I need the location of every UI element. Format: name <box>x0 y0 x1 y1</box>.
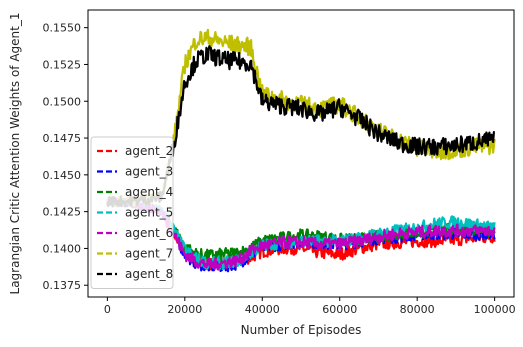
y-tick-label: 0.1375 <box>43 279 82 292</box>
y-tick-label: 0.1475 <box>43 132 82 145</box>
legend: agent_2 agent_3 agent_4 agent_5 agent_6agent… <box>90 136 174 289</box>
legend-label-agent_2: agent_2 <box>125 144 173 158</box>
y-axis-label: Lagrangian Critic Attention Weights of A… <box>8 13 22 295</box>
legend-label-agent_8: agent_8 <box>125 267 173 281</box>
y-tick-label: 0.1450 <box>43 169 82 182</box>
legend-label-agent_5: agent_5 <box>125 206 173 220</box>
plot-frame <box>87 9 515 298</box>
x-tick-label: 0 <box>104 303 111 316</box>
legend-label-agent_3: agent_3 <box>125 165 173 179</box>
x-tick-label: 40000 <box>245 303 280 316</box>
x-tick-label: 60000 <box>322 303 357 316</box>
y-tick-label: 0.1525 <box>43 58 82 71</box>
legend-box <box>90 136 174 289</box>
y-tick-label: 0.1500 <box>43 95 82 108</box>
y-tick-label: 0.1425 <box>43 206 82 219</box>
y-tick-label: 0.1550 <box>43 22 82 35</box>
y-tick-label: 0.1400 <box>43 242 82 255</box>
x-tick-label: 80000 <box>400 303 435 316</box>
axis-layer: 0 20000 40000 60000 80000 100000 0.1375 0.1400 0… <box>43 22 516 316</box>
legend-label-agent_4: agent_4 <box>125 185 173 199</box>
x-tick-label: 20000 <box>167 303 202 316</box>
legend-label-agent_7: agent_7 <box>125 247 173 261</box>
x-tick-label: 100000 <box>474 303 516 316</box>
legend-label-agent_6: agent_6 <box>125 226 173 240</box>
x-axis-label: Number of Episodes <box>241 323 362 337</box>
